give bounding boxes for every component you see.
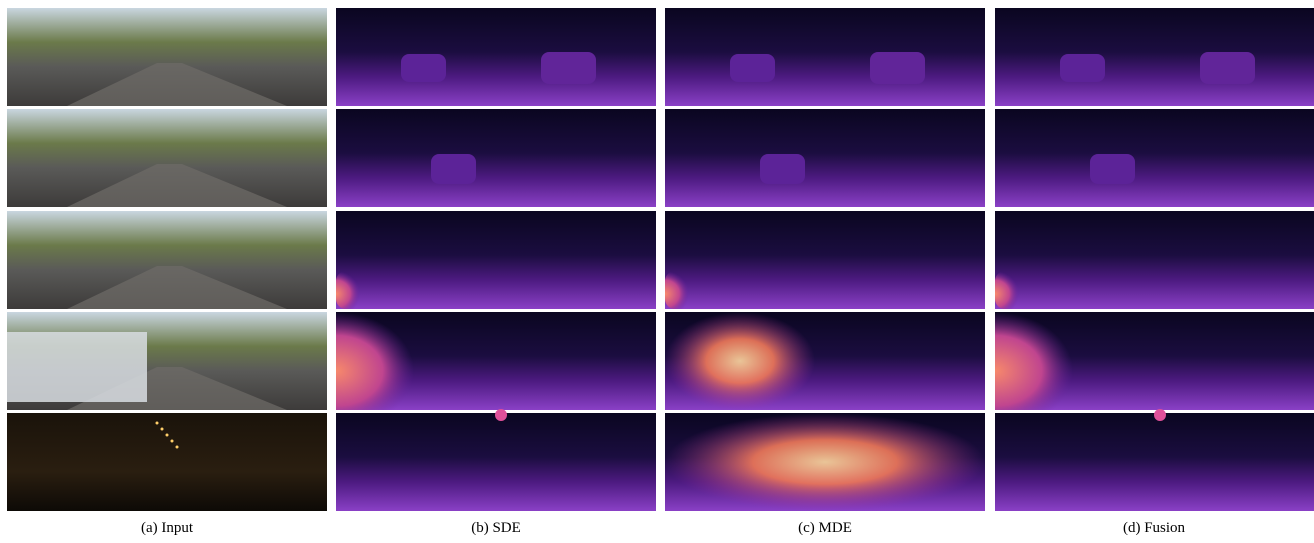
depth-map xyxy=(336,211,656,309)
depth-map xyxy=(995,8,1314,106)
depth-map xyxy=(336,109,656,207)
depth-car xyxy=(431,154,476,184)
depth-map xyxy=(995,211,1314,309)
depth-map xyxy=(665,109,985,207)
input-image xyxy=(7,413,327,511)
depth-map xyxy=(336,8,656,106)
depth-map xyxy=(995,413,1314,511)
depth-near xyxy=(665,271,705,309)
tunnel-light xyxy=(156,422,159,425)
caption: (d) Fusion xyxy=(1123,520,1186,536)
depth-car xyxy=(760,154,805,184)
depth-map xyxy=(995,109,1314,207)
depth-car xyxy=(1060,54,1105,82)
tunnel-light xyxy=(161,428,164,431)
caption: (b) SDE xyxy=(471,520,521,536)
depth-map xyxy=(336,413,656,511)
tram xyxy=(7,332,147,402)
page: (a) Input (b) SDE (c) MDE (d) Fusion (()… xyxy=(0,0,1314,543)
depth-light xyxy=(1154,409,1166,421)
depth-car xyxy=(401,54,446,82)
tunnel-light xyxy=(176,446,179,449)
caption: (a) Input xyxy=(141,520,194,536)
depth-car xyxy=(870,52,925,84)
tunnel-light xyxy=(166,434,169,437)
tunnel-light xyxy=(171,440,174,443)
depth-near xyxy=(336,312,466,410)
depth-car xyxy=(1200,52,1255,84)
image-grid xyxy=(7,8,1314,511)
depth-artifact xyxy=(665,413,985,511)
depth-near xyxy=(336,271,376,309)
depth-car xyxy=(730,54,775,82)
caption: (c) MDE xyxy=(798,520,852,536)
depth-car xyxy=(541,52,596,84)
depth-map xyxy=(665,8,985,106)
depth-artifact xyxy=(665,312,815,410)
depth-near xyxy=(995,271,1035,309)
depth-light xyxy=(495,409,507,421)
depth-near xyxy=(995,312,1125,410)
depth-map xyxy=(665,211,985,309)
figure: (a) Input (b) SDE (c) MDE (d) Fusion xyxy=(0,0,1314,543)
depth-car xyxy=(1090,154,1135,184)
